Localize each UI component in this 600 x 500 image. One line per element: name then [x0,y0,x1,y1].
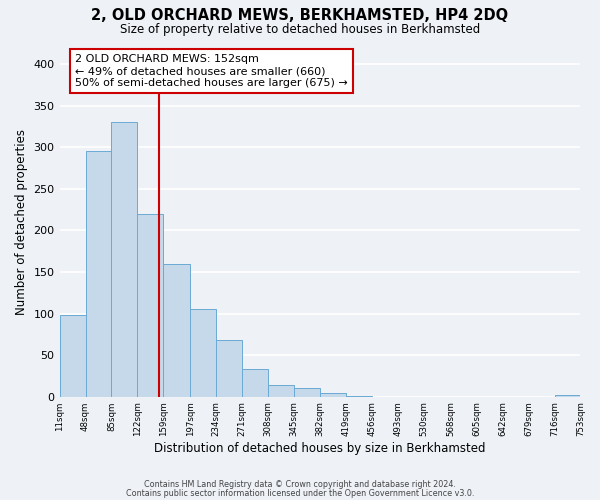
Text: 2 OLD ORCHARD MEWS: 152sqm
← 49% of detached houses are smaller (660)
50% of sem: 2 OLD ORCHARD MEWS: 152sqm ← 49% of deta… [75,54,348,88]
Bar [268,385,294,396]
Bar [294,388,320,396]
Text: Contains public sector information licensed under the Open Government Licence v3: Contains public sector information licen… [126,488,474,498]
Bar [190,310,216,396]
X-axis label: Distribution of detached houses by size in Berkhamsted: Distribution of detached houses by size … [154,442,486,455]
Bar [59,315,86,396]
Bar [216,340,242,396]
Text: Contains HM Land Registry data © Crown copyright and database right 2024.: Contains HM Land Registry data © Crown c… [144,480,456,489]
Bar [242,370,268,396]
Bar [86,152,112,396]
Text: 2, OLD ORCHARD MEWS, BERKHAMSTED, HP4 2DQ: 2, OLD ORCHARD MEWS, BERKHAMSTED, HP4 2D… [91,8,509,22]
Bar [163,264,190,396]
Bar [112,122,137,396]
Bar [320,394,346,396]
Y-axis label: Number of detached properties: Number of detached properties [15,129,28,315]
Bar [137,214,163,396]
Text: Size of property relative to detached houses in Berkhamsted: Size of property relative to detached ho… [120,22,480,36]
Bar [554,395,581,396]
